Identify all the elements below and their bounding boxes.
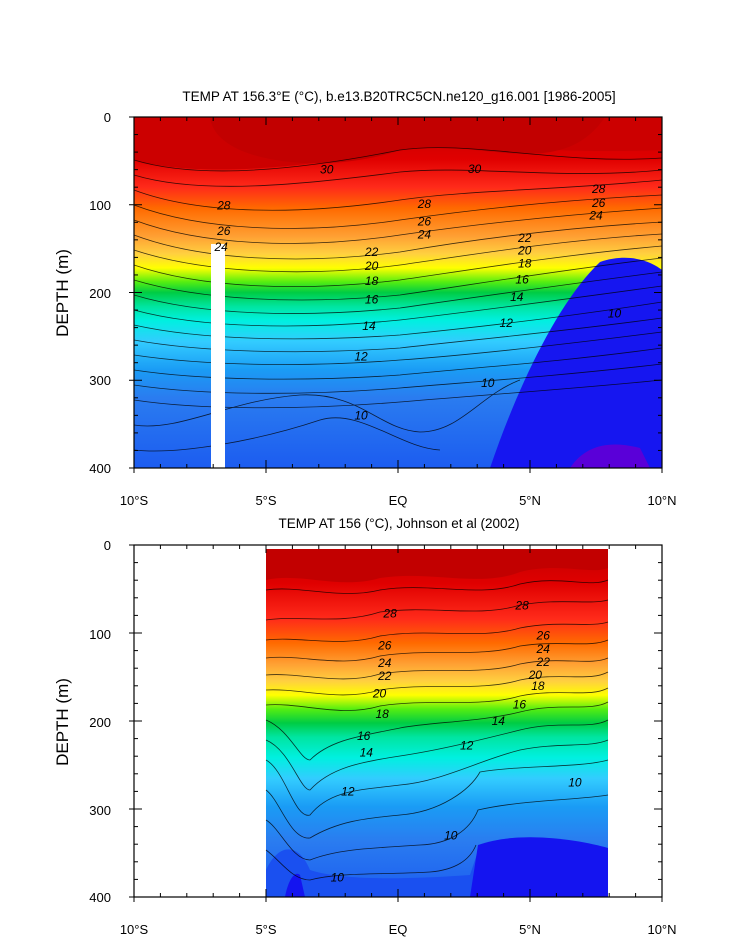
panel1-xtick-5S: 5°S: [255, 493, 276, 508]
panel2-ytick-0: 0: [104, 538, 111, 553]
contour-label: 28: [591, 182, 606, 196]
panel1-cold-pool: [490, 257, 662, 468]
contour-label: 18: [531, 679, 545, 693]
contour-label: 28: [382, 607, 397, 621]
contour-label: 18: [365, 274, 379, 288]
contour-label: 10: [354, 408, 368, 422]
contour-label: 10: [444, 828, 458, 842]
contour-label: 14: [492, 714, 506, 728]
contour-label: 10: [481, 376, 495, 390]
contour-label: 30: [320, 163, 334, 177]
contour-label: 14: [362, 319, 376, 333]
panel1-ytick-100: 100: [89, 198, 111, 213]
contour-label: 24: [417, 228, 432, 242]
contour-label: 20: [372, 687, 387, 701]
panel1-xtick-10S: 10°S: [120, 493, 149, 508]
contour-label: 12: [341, 784, 355, 798]
contour-label: 26: [591, 196, 606, 210]
contour-label: 14: [510, 290, 524, 304]
contour-label: 22: [517, 231, 532, 245]
contour-label: 20: [528, 668, 543, 682]
contour-label: 16: [365, 293, 379, 307]
panel1-contour-lines: [133, 147, 663, 452]
contour-label: 28: [417, 197, 432, 211]
panel2-xtick-10S: 10°S: [120, 922, 149, 937]
contour-label: 26: [417, 214, 432, 228]
contour-label: 14: [360, 746, 374, 760]
contour-label: 10: [568, 776, 582, 790]
panel2-y-tick-labels: 0 100 200 300 400: [89, 538, 111, 905]
panel2-ylabel: DEPTH (m): [53, 678, 72, 766]
contour-label: 22: [536, 655, 551, 669]
panel1-ytick-200: 200: [89, 286, 111, 301]
panel2-x-tick-labels: 10°S 5°S EQ 5°N 10°N: [120, 922, 677, 937]
contour-label: 20: [364, 259, 379, 273]
contour-label: 26: [216, 224, 231, 238]
panel1-xtick-EQ: EQ: [389, 493, 408, 508]
contour-label: 24: [588, 208, 603, 222]
contour-label: 24: [377, 656, 392, 670]
contour-label: 16: [513, 697, 527, 711]
panel2-xtick-10N: 10°N: [647, 922, 676, 937]
contour-label: 18: [375, 707, 389, 721]
panel2-ytick-400: 400: [89, 890, 111, 905]
panel-observations: TEMP AT 156 (°C), Johnson et al (2002) D…: [53, 516, 677, 937]
panel1-white-bar: [211, 244, 225, 468]
contour-label: 10: [608, 307, 622, 321]
panel2-ytick-100: 100: [89, 627, 111, 642]
panel1-x-tick-labels: 10°S 5°S EQ 5°N 10°N: [120, 493, 677, 508]
contour-label: 22: [364, 245, 379, 259]
contour-label: 12: [354, 350, 368, 364]
panel2-cold-pool: [470, 837, 608, 897]
panel1-ylabel: DEPTH (m): [53, 249, 72, 337]
contour-label: 22: [377, 669, 392, 683]
panel2-xtick-EQ: EQ: [389, 922, 408, 937]
contour-label: 16: [357, 729, 371, 743]
contour-label: 10: [331, 871, 345, 885]
contour-label: 24: [213, 240, 228, 254]
contour-label: 28: [216, 199, 231, 213]
panel1-axis-ticks: [129, 116, 663, 473]
panel1-xtick-10N: 10°N: [647, 493, 676, 508]
panel1-cold-core: [570, 444, 650, 468]
panel2-contour-labels: 2828262624242222202018181616141412121010…: [331, 599, 582, 885]
panel2-cold-spot: [285, 873, 305, 897]
contour-label: 20: [517, 243, 532, 257]
panel1-xtick-5N: 5°N: [519, 493, 541, 508]
contour-label: 16: [515, 272, 529, 286]
panel2-xtick-5N: 5°N: [519, 922, 541, 937]
contour-label: 12: [500, 316, 514, 330]
contour-label: 26: [377, 638, 392, 652]
panel2-xtick-5S: 5°S: [255, 922, 276, 937]
panel1-ytick-400: 400: [89, 461, 111, 476]
panel2-contour-lines: [265, 579, 609, 881]
contour-label: 28: [514, 599, 529, 613]
panel2-warm-cap: [266, 549, 608, 583]
panel1-ytick-300: 300: [89, 373, 111, 388]
panel1-y-tick-labels: 0 100 200 300 400: [89, 110, 111, 476]
contour-label: 24: [536, 642, 551, 656]
contour-label: 12: [460, 739, 474, 753]
panel2-axis-ticks: [129, 544, 663, 902]
panel2-title: TEMP AT 156 (°C), Johnson et al (2002): [278, 516, 519, 531]
panel2-ytick-200: 200: [89, 715, 111, 730]
panel-model: TEMP AT 156.3°E (°C), b.e13.B20TRC5CN.ne…: [53, 89, 677, 508]
contour-label: 30: [468, 162, 482, 176]
contour-label: 26: [536, 629, 551, 643]
panel1-title: TEMP AT 156.3°E (°C), b.e13.B20TRC5CN.ne…: [182, 89, 615, 104]
panel2-ytick-300: 300: [89, 803, 111, 818]
panel2-field: 2828262624242222202018181616141412121010…: [265, 549, 609, 897]
contour-label: 18: [518, 257, 532, 271]
panel1-ytick-0: 0: [104, 110, 111, 125]
